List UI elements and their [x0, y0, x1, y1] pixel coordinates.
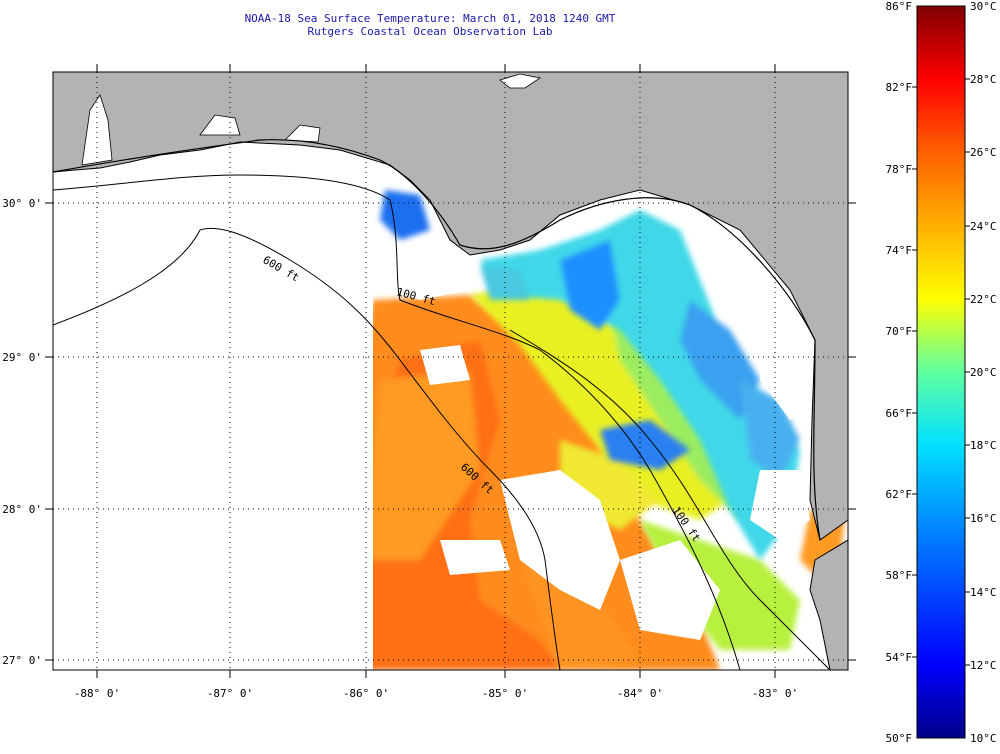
lat-label: 30° 0'	[2, 197, 42, 210]
lon-label: -88° 0'	[74, 687, 120, 700]
colorbar	[916, 5, 966, 739]
map-subtitle: Rutgers Coastal Ocean Observation Lab	[307, 25, 553, 38]
colorbar-f-label: 66°F	[885, 407, 913, 420]
colorbar-c-label: 26°C	[970, 146, 997, 159]
lon-label: -83° 0'	[752, 687, 798, 700]
lat-label: 28° 0'	[2, 503, 42, 516]
map-title: NOAA-18 Sea Surface Temperature: March 0…	[244, 12, 616, 25]
colorbar-c-label: 24°C	[970, 220, 997, 233]
colorbar-f-label: 62°F	[885, 488, 913, 501]
colorbar-c-label: 10°C	[970, 732, 997, 745]
colorbar-f-label: 74°F	[885, 244, 913, 257]
colorbar-c-label: 18°C	[970, 439, 997, 452]
lon-label: -86° 0'	[343, 687, 389, 700]
colorbar-f-label: 86°F	[885, 0, 913, 13]
cloud-mask	[53, 72, 812, 670]
frame-ticks	[45, 64, 856, 678]
colorbar-f-label: 78°F	[885, 163, 913, 176]
map-frame	[52, 71, 849, 671]
colorbar-c-label: 14°C	[970, 586, 997, 599]
coastal-bays	[81, 73, 542, 166]
colorbar-c-label: 16°C	[970, 512, 997, 525]
colorbar-c-label: 12°C	[970, 659, 997, 672]
lon-label: -84° 0'	[617, 687, 663, 700]
lon-label: -85° 0'	[482, 687, 528, 700]
colorbar-f-label: 82°F	[885, 81, 913, 94]
colorbar-c-label: 28°C	[970, 73, 997, 86]
colorbar-ticks	[912, 78, 970, 666]
coastline	[53, 139, 821, 541]
colorbar-c-label: 30°C	[970, 0, 997, 13]
lat-label: 29° 0'	[2, 351, 42, 364]
colorbar-f-label: 58°F	[885, 569, 913, 582]
colorbar-f-label: 54°F	[885, 651, 913, 664]
colorbar-f-label: 50°F	[885, 732, 913, 745]
land-mass	[53, 72, 848, 670]
isobath-lines	[53, 174, 831, 670]
colorbar-c-label: 22°C	[970, 293, 997, 306]
lon-label: -87° 0'	[207, 687, 253, 700]
colorbar-c-label: 20°C	[970, 366, 997, 379]
colorbar-f-label: 70°F	[885, 325, 913, 338]
lat-label: 27° 0'	[2, 654, 42, 667]
